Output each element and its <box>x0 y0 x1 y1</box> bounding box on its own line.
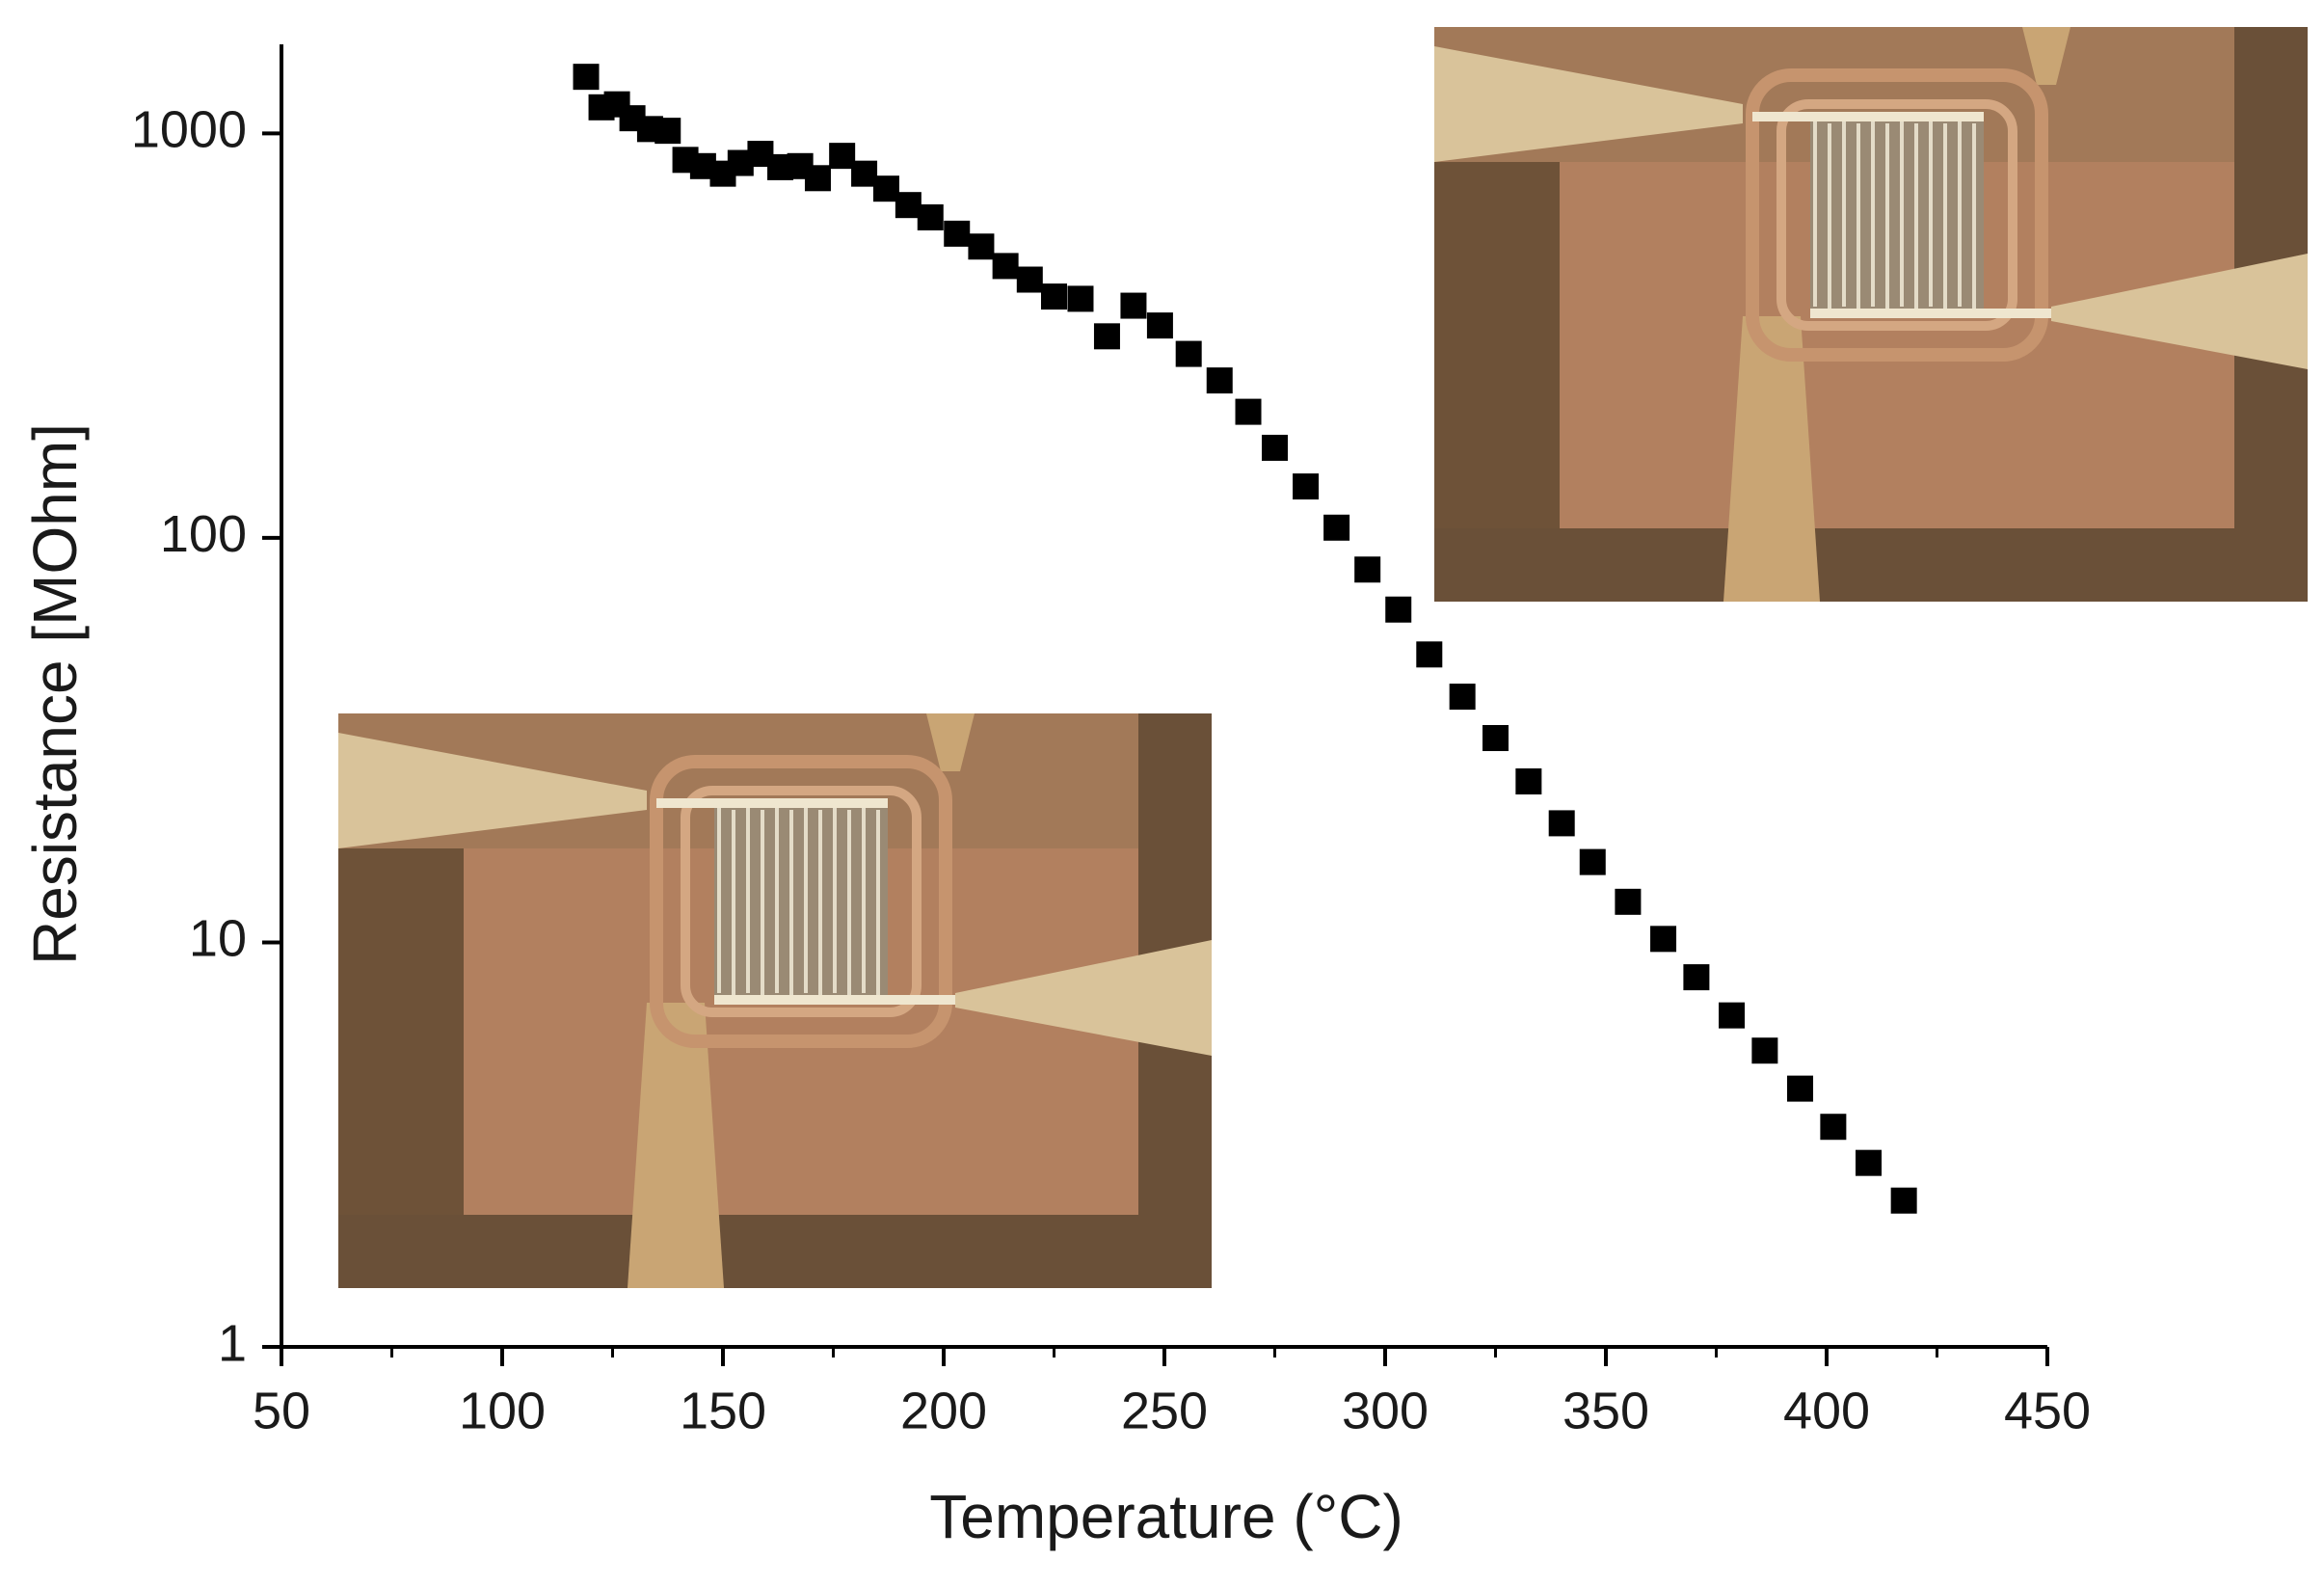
data-point <box>1016 266 1043 293</box>
x-tick-label: 150 <box>680 1382 766 1439</box>
y-tick-label: 10 <box>189 910 247 968</box>
data-point <box>1175 340 1202 367</box>
data-point <box>992 253 1019 280</box>
data-point <box>1820 1114 1847 1141</box>
y-tick-label: 1000 <box>131 101 247 159</box>
data-point <box>1385 596 1412 623</box>
y-tick-label: 100 <box>160 505 247 563</box>
data-point <box>1262 434 1288 461</box>
data-point <box>1067 285 1094 312</box>
data-point <box>1890 1187 1917 1214</box>
data-point <box>1856 1149 1883 1176</box>
data-point <box>1515 767 1542 794</box>
data-point <box>654 118 681 145</box>
data-point <box>1120 292 1147 319</box>
data-point <box>895 192 922 219</box>
data-point <box>1483 725 1509 752</box>
data-point <box>872 175 899 202</box>
data-point <box>1354 556 1381 583</box>
data-point <box>851 160 878 187</box>
data-point <box>1235 398 1262 425</box>
data-point <box>944 220 971 247</box>
data-point <box>1751 1037 1778 1064</box>
data-point <box>1683 964 1710 991</box>
data-point <box>968 233 995 260</box>
x-tick-label: 50 <box>253 1382 310 1439</box>
data-point <box>1323 514 1350 541</box>
data-point <box>1041 283 1067 310</box>
data-point <box>1146 312 1173 339</box>
data-point <box>1416 641 1443 668</box>
data-point <box>1615 888 1642 915</box>
inset-photo-bottom <box>338 713 1212 1288</box>
data-point <box>1579 848 1606 875</box>
x-tick-label: 350 <box>1563 1382 1649 1439</box>
x-tick-label: 450 <box>2004 1382 2091 1439</box>
y-axis-title: Resistance [MOhm] <box>20 423 90 965</box>
data-point <box>1206 367 1233 394</box>
data-point <box>1650 926 1677 953</box>
data-point <box>804 165 831 192</box>
y-tick-label: 1 <box>218 1314 247 1372</box>
data-point <box>1787 1075 1814 1102</box>
x-tick-label: 400 <box>1783 1382 1870 1439</box>
data-point <box>1548 810 1575 837</box>
x-tick-label: 300 <box>1342 1382 1429 1439</box>
data-point <box>1293 473 1320 500</box>
x-axis-title: Temperature (°C) <box>929 1482 1403 1551</box>
data-point <box>1449 684 1476 711</box>
data-point <box>917 203 944 230</box>
data-point <box>573 64 600 91</box>
data-point <box>829 143 856 170</box>
x-tick-label: 100 <box>459 1382 546 1439</box>
inset-photo-top <box>1434 27 2308 602</box>
x-tick-label: 250 <box>1121 1382 1208 1439</box>
data-point <box>1093 323 1120 350</box>
data-point <box>1719 1002 1746 1029</box>
x-tick-label: 200 <box>900 1382 987 1439</box>
